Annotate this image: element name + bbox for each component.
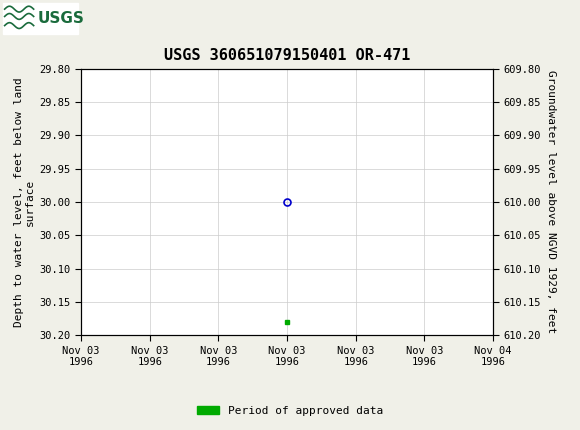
Y-axis label: Depth to water level, feet below land
surface: Depth to water level, feet below land su… (14, 77, 35, 327)
Text: USGS: USGS (38, 11, 85, 26)
Title: USGS 360651079150401 OR-471: USGS 360651079150401 OR-471 (164, 49, 410, 64)
Y-axis label: Groundwater level above NGVD 1929, feet: Groundwater level above NGVD 1929, feet (546, 71, 556, 334)
FancyBboxPatch shape (3, 3, 78, 34)
Legend: Period of approved data: Period of approved data (193, 401, 387, 420)
